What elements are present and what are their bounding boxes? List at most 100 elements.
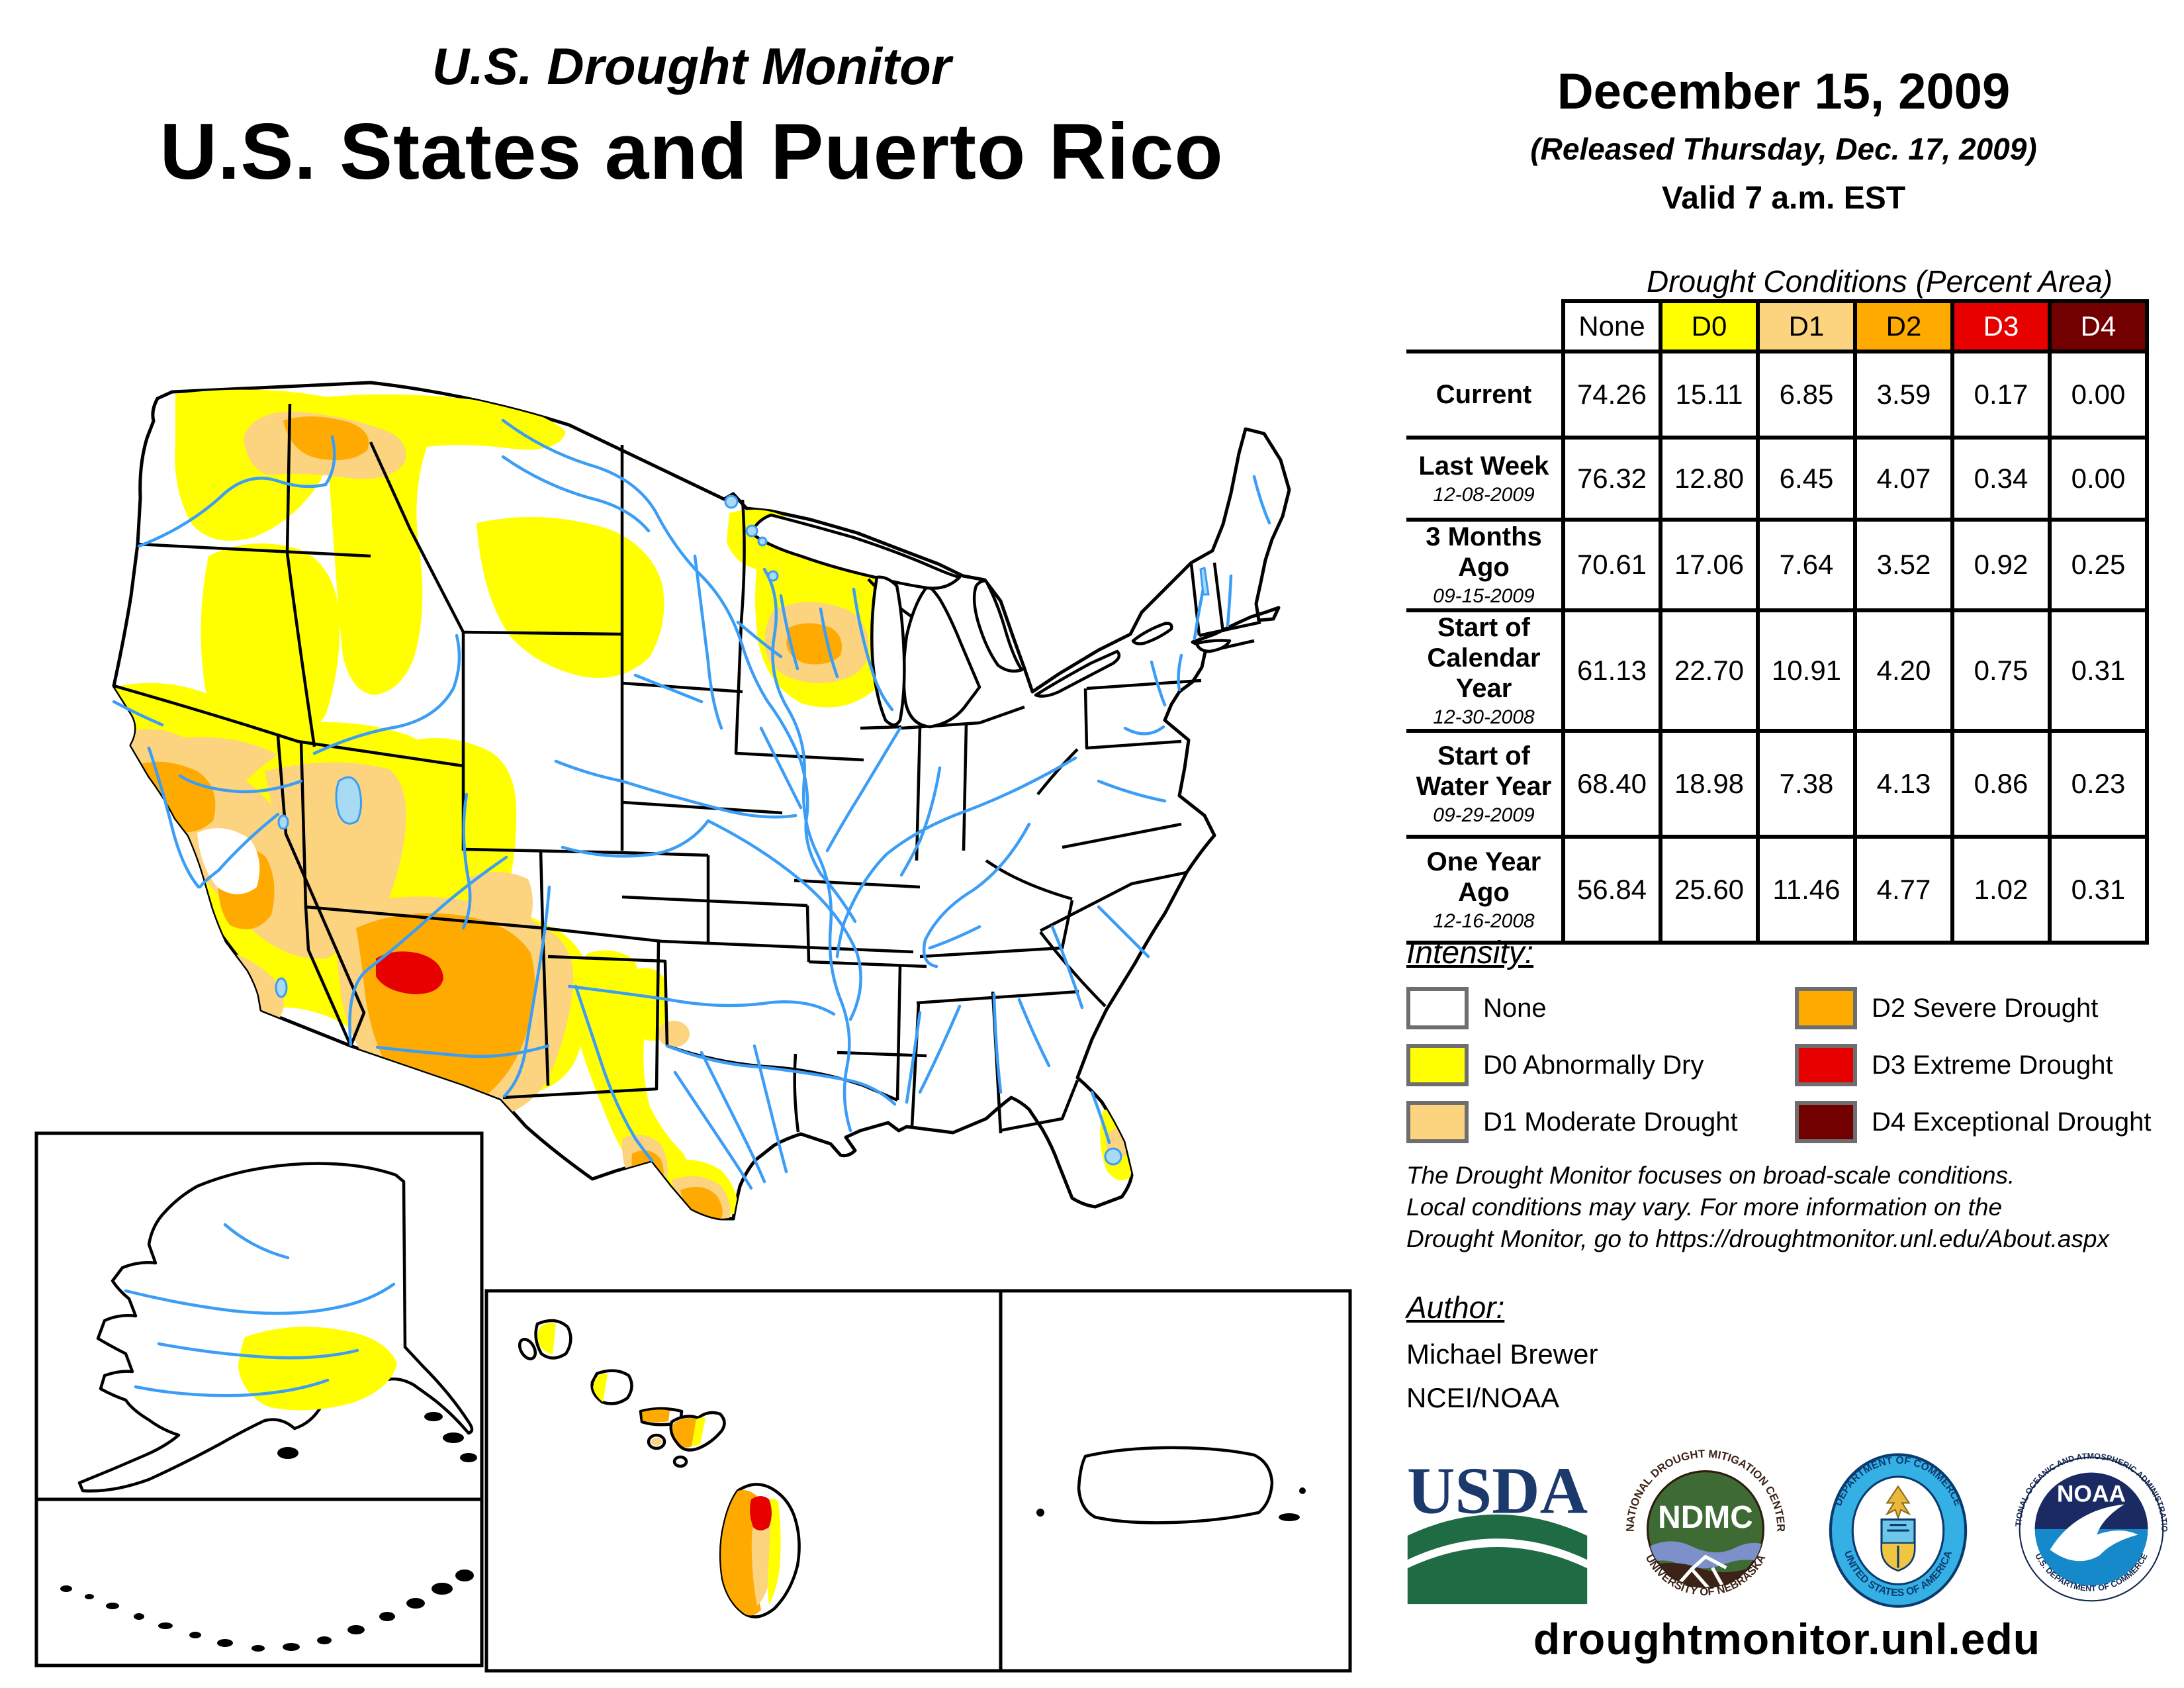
value-cell: 7.38 bbox=[1756, 729, 1857, 839]
inset-maps bbox=[34, 1131, 1352, 1673]
col-header-d2: D2 bbox=[1853, 299, 1954, 353]
legend-item-d0: D0 Abnormally Dry bbox=[1406, 1042, 1738, 1088]
noaa-logo-text: NOAA bbox=[2057, 1480, 2126, 1507]
row-date: 09-29-2009 bbox=[1433, 804, 1535, 826]
value-cell: 0.31 bbox=[2048, 835, 2149, 945]
puerto-rico-inset bbox=[999, 1289, 1352, 1673]
table-title: Drought Conditions (Percent Area) bbox=[1647, 264, 2113, 299]
author-name: Michael Brewer bbox=[1406, 1338, 1598, 1370]
value-cell: 74.26 bbox=[1561, 350, 1662, 440]
col-header-none: None bbox=[1561, 299, 1662, 353]
legend-swatch-d1 bbox=[1406, 1101, 1469, 1143]
oahu-d0 bbox=[593, 1373, 608, 1402]
row-label: Start of Water Year bbox=[1416, 741, 1552, 801]
aleutians-inset bbox=[34, 1497, 484, 1667]
value-cell: 0.92 bbox=[1950, 518, 2052, 612]
small-lakes bbox=[275, 494, 1210, 1166]
legend-item-d4: D4 Exceptional Drought bbox=[1795, 1099, 2151, 1145]
legend-column-left: None D0 Abnormally Dry D1 Moderate Droug… bbox=[1406, 985, 1738, 1145]
value-cell: 18.98 bbox=[1659, 729, 1760, 839]
alaska-rivers bbox=[124, 1223, 396, 1397]
author-title: Author: bbox=[1406, 1290, 1505, 1325]
big-island-d2 bbox=[721, 1490, 761, 1616]
value-cell: 4.20 bbox=[1853, 608, 1954, 733]
molokai-d2 bbox=[642, 1409, 670, 1423]
table-corner-cell bbox=[1406, 301, 1563, 353]
row-label: Current bbox=[1435, 380, 1532, 409]
row-label: 3 Months Ago bbox=[1426, 522, 1542, 582]
legend-swatch-d3 bbox=[1795, 1044, 1857, 1086]
legend-item-d1: D1 Moderate Drought bbox=[1406, 1099, 1738, 1145]
doc-eagle bbox=[1885, 1485, 1911, 1521]
puerto-rico-outline bbox=[1077, 1446, 1274, 1524]
culebra bbox=[1299, 1487, 1306, 1494]
value-cell: 0.75 bbox=[1950, 608, 2052, 733]
value-cell: 15.11 bbox=[1659, 350, 1760, 440]
legend-label: D3 Extreme Drought bbox=[1872, 1050, 2113, 1080]
disclaimer: The Drought Monitor focuses on broad-sca… bbox=[1406, 1160, 2174, 1255]
ndmc-logo: NDMC NATIONAL DROUGHT MITIGATION CENTER … bbox=[1623, 1448, 1787, 1599]
state-borders bbox=[113, 403, 1261, 1134]
conus-map bbox=[112, 381, 1291, 1221]
legend-swatch-d0 bbox=[1406, 1044, 1469, 1086]
value-cell: 12.80 bbox=[1659, 436, 1760, 522]
legend-column-right: D2 Severe Drought D3 Extreme Drought D4 … bbox=[1795, 985, 2151, 1145]
valid-time: Valid 7 a.m. EST bbox=[1661, 181, 1906, 216]
puerto-rico-box bbox=[999, 1289, 1352, 1673]
value-cell: 0.86 bbox=[1950, 729, 2052, 839]
map-title-block: U.S. Drought Monitor U.S. States and Pue… bbox=[20, 36, 1363, 197]
value-cell: 25.60 bbox=[1659, 835, 1760, 945]
panhandle-island bbox=[460, 1453, 477, 1462]
noaa-sky bbox=[2034, 1472, 2148, 1529]
aleutians-box bbox=[34, 1497, 484, 1667]
panhandle-island bbox=[443, 1432, 464, 1443]
map-date: December 15, 2009 bbox=[1557, 64, 2011, 120]
kodiak-island bbox=[277, 1447, 298, 1459]
table-row: Current 74.26 15.11 6.85 3.59 0.17 0.00 bbox=[1406, 350, 2149, 440]
row-label: Last Week bbox=[1418, 451, 1549, 481]
col-header-d0: D0 bbox=[1659, 299, 1760, 353]
date-block: December 15, 2009 (Released Thursday, De… bbox=[1396, 63, 2171, 216]
value-cell: 3.59 bbox=[1853, 350, 1954, 440]
d3-regions bbox=[376, 951, 443, 994]
col-header-d1: D1 bbox=[1756, 299, 1857, 353]
value-cell: 22.70 bbox=[1659, 608, 1760, 733]
table-header-row: None D0 D1 D2 D3 D4 bbox=[1406, 299, 2149, 353]
legend-swatch-none bbox=[1406, 987, 1469, 1029]
value-cell: 7.64 bbox=[1756, 518, 1857, 612]
commerce-seal: DEPARTMENT OF COMMERCE UNITED STATES OF … bbox=[1829, 1453, 1968, 1608]
table-row: One Year Ago 12-16-2008 56.84 25.60 11.46… bbox=[1406, 835, 2149, 945]
value-cell: 11.46 bbox=[1756, 835, 1857, 945]
row-date: 12-30-2008 bbox=[1433, 706, 1535, 728]
row-date: 09-15-2009 bbox=[1433, 585, 1535, 607]
legend-label: D0 Abnormally Dry bbox=[1483, 1050, 1704, 1080]
usda-logo: USDA bbox=[1407, 1454, 1588, 1605]
big-island-d0 bbox=[768, 1499, 781, 1605]
table-row: Start of Water Year 09-29-2009 68.40 18.9… bbox=[1406, 729, 2149, 839]
value-cell: 0.23 bbox=[2048, 729, 2149, 839]
table-row: Start of Calendar Year 12-30-2008 61.13 2… bbox=[1406, 608, 2149, 733]
big-island-d1 bbox=[751, 1520, 772, 1606]
legend-swatch-d4 bbox=[1795, 1101, 1857, 1143]
maui-d2 bbox=[672, 1418, 696, 1448]
legend-title: Intensity: bbox=[1406, 935, 1534, 970]
value-cell: 56.84 bbox=[1561, 835, 1662, 945]
value-cell: 76.32 bbox=[1561, 436, 1662, 522]
rivers bbox=[112, 418, 1271, 1190]
site-url: droughtmonitor.unl.edu bbox=[1533, 1615, 2041, 1664]
mona bbox=[1036, 1509, 1044, 1517]
aleutian-islands bbox=[60, 1570, 474, 1652]
noaa-bird bbox=[2050, 1504, 2138, 1562]
legend-label: None bbox=[1483, 993, 1547, 1023]
row-date: 12-16-2008 bbox=[1433, 910, 1535, 932]
row-label: One Year Ago bbox=[1426, 847, 1541, 907]
alaska-inset bbox=[34, 1131, 484, 1501]
disclaimer-line: Drought Monitor, go to https://droughtmo… bbox=[1406, 1225, 2109, 1253]
value-cell: 0.34 bbox=[1950, 436, 2052, 522]
alaska-d0-region bbox=[238, 1327, 397, 1411]
value-cell: 17.06 bbox=[1659, 518, 1760, 612]
ndmc-logo-text: NDMC bbox=[1658, 1500, 1753, 1535]
value-cell: 10.91 bbox=[1756, 608, 1857, 733]
value-cell: 70.61 bbox=[1561, 518, 1662, 612]
table-row: 3 Months Ago 09-15-2009 70.61 17.06 7.64 … bbox=[1406, 518, 2149, 612]
